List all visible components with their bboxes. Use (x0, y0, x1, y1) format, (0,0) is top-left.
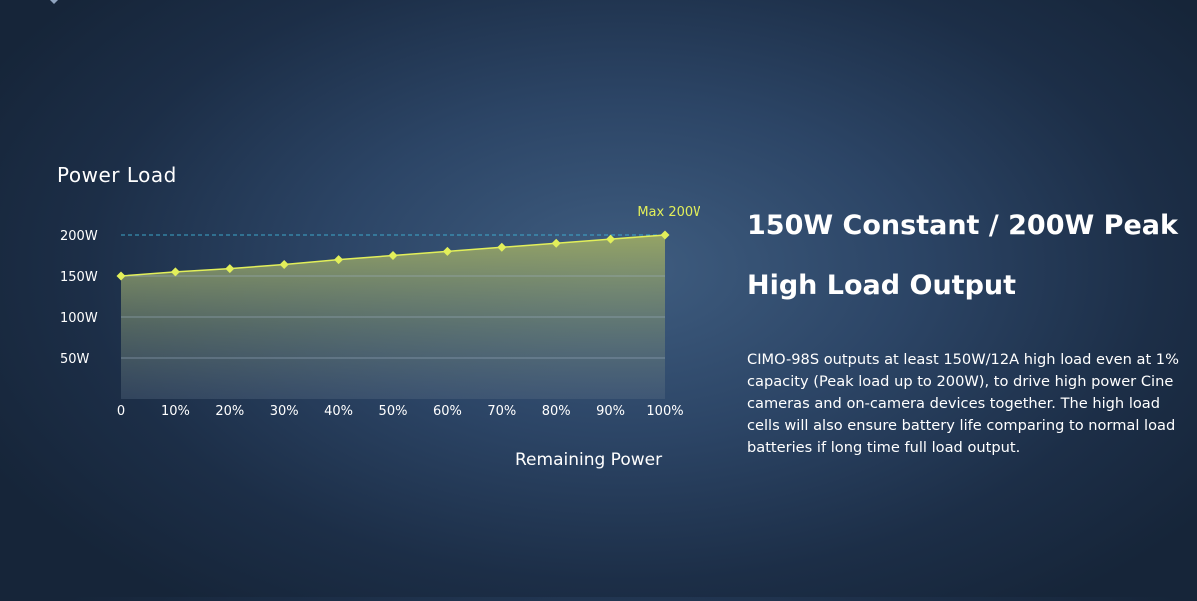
x-tick-label: 70% (487, 404, 516, 419)
chart-title: Power Load (57, 163, 177, 187)
x-tick-label: 10% (161, 404, 190, 419)
x-axis-title: Remaining Power (515, 450, 663, 470)
power-load-chart: 50W 100W 150W 200W 0 10% 20% 30% 40% 50% 60% 70% 80%… (60, 205, 707, 419)
product-description: CIMO-98S outputs at least 150W/12A high … (747, 351, 1179, 456)
chart-svg: 50W 100W 150W 200W 0 10% 20% 30% 40% 50% 60% 70% 80%… (60, 205, 707, 419)
headline-constant-peak: 150W Constant / 200W Peak (747, 210, 1178, 241)
headline-high-load: High Load Output (747, 270, 1017, 301)
data-point (225, 264, 235, 274)
y-tick-label: 200W (60, 229, 98, 244)
max-annotation: Max 200W (637, 205, 700, 220)
data-point (497, 242, 507, 252)
data-point (279, 260, 289, 270)
data-point (551, 238, 561, 248)
x-tick-label: 40% (324, 404, 353, 419)
x-tick-label: 60% (433, 404, 462, 419)
data-point (606, 234, 616, 244)
y-tick-label: 100W (60, 311, 98, 326)
x-tick-label: 50% (379, 404, 408, 419)
x-tick-label: 0 (117, 404, 125, 419)
y-tick-label: 50W (60, 352, 90, 367)
x-tick-label: 100% (646, 404, 683, 419)
y-tick-label: 150W (60, 270, 98, 285)
data-point (170, 267, 180, 277)
x-tick-label: 30% (270, 404, 299, 419)
data-point (660, 230, 670, 240)
x-tick-label: 90% (596, 404, 625, 419)
data-point (388, 251, 398, 260)
data-point (442, 246, 452, 256)
dropdown-marker-icon (50, 0, 58, 4)
data-point (116, 271, 126, 281)
x-tick-label: 20% (215, 404, 244, 419)
x-tick-label: 80% (542, 404, 571, 419)
data-point (334, 255, 344, 265)
